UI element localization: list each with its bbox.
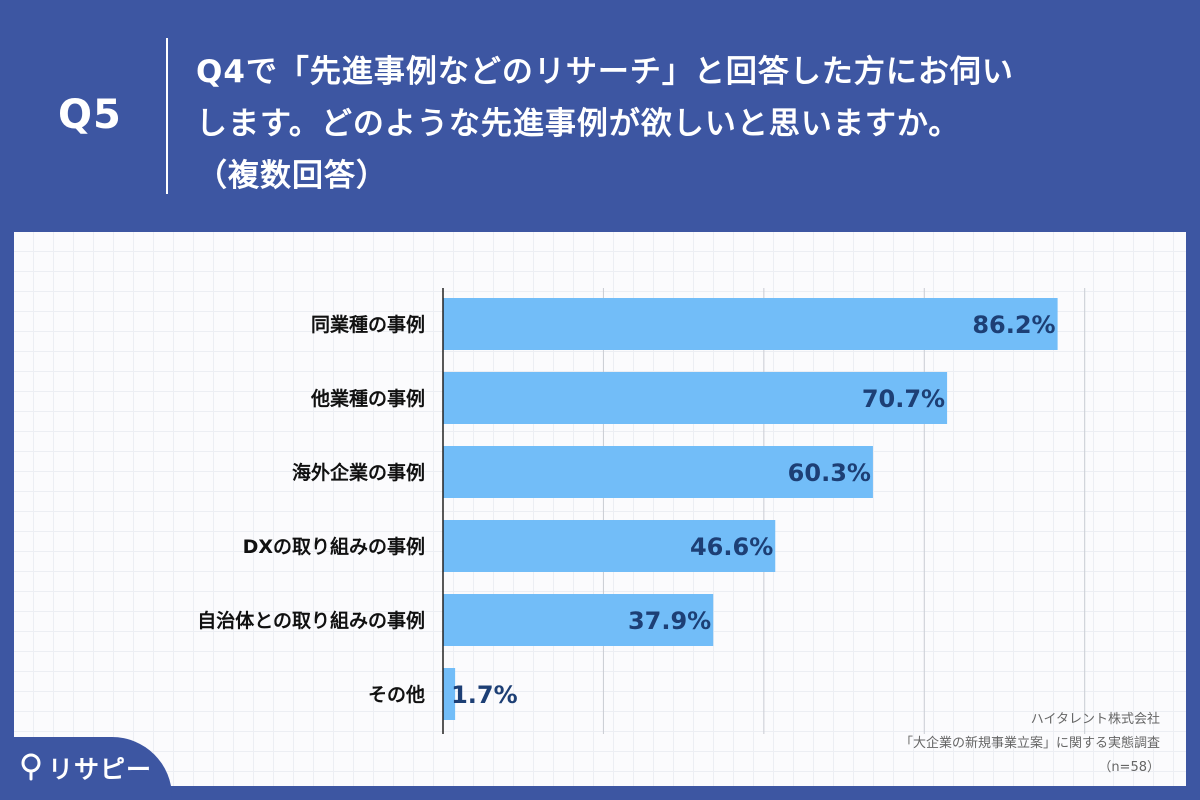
value-label: 37.9% [628, 607, 711, 635]
bar-4 [443, 594, 714, 646]
value-label: 60.3% [788, 459, 871, 487]
value-label: 70.7% [862, 385, 945, 413]
bar-2 [443, 446, 873, 498]
chart-panel: 同業種の事例 86.2% 他業種の事例 70.7% 海外企業の事例 60.3% DXの取り組… [14, 232, 1186, 786]
bar-5 [443, 668, 456, 720]
header: Q5 Q4で「先進事例などのリサーチ」と回答した方にお伺い します。どのような先… [0, 0, 1200, 232]
question-line-1: Q4で「先進事例などのリサーチ」と回答した方にお伺い [196, 54, 1014, 90]
bar-chart: 同業種の事例 86.2% 他業種の事例 70.7% 海外企業の事例 60.3% DXの取り組… [197, 288, 1086, 734]
logo-text: リサピー [48, 755, 153, 784]
value-label: 46.6% [690, 533, 773, 561]
category-label: その他 [368, 683, 425, 706]
category-label: DXの取り組みの事例 [243, 535, 425, 558]
question-number: Q5 [58, 92, 122, 138]
value-label: 1.7% [451, 681, 518, 709]
question-text: Q4で「先進事例などのリサーチ」と回答した方にお伺い します。どのような先進事例… [196, 46, 1156, 202]
source-note: ハイタレント株式会社 「大企業の新規事業立案」に関する実態調査 （n=58） [900, 708, 1160, 780]
question-line-3: （複数回答） [196, 158, 388, 194]
bar-1 [443, 372, 948, 424]
source-survey: 「大企業の新規事業立案」に関する実態調査 [899, 736, 1160, 751]
pin-icon [21, 753, 41, 781]
value-label: 86.2% [972, 311, 1055, 339]
category-label: 他業種の事例 [310, 387, 425, 410]
category-label: 同業種の事例 [311, 313, 425, 336]
category-label: 海外企業の事例 [292, 461, 425, 484]
bar-3 [443, 520, 776, 572]
logo-tab [0, 737, 172, 800]
bar-0 [443, 298, 1058, 350]
source-company: ハイタレント株式会社 [1030, 712, 1160, 727]
source-sample: （n=58） [1098, 760, 1160, 775]
header-divider [166, 38, 168, 194]
category-label: 自治体との取り組みの事例 [197, 609, 425, 632]
question-line-2: します。どのような先進事例が欲しいと思いますか。 [196, 106, 961, 142]
